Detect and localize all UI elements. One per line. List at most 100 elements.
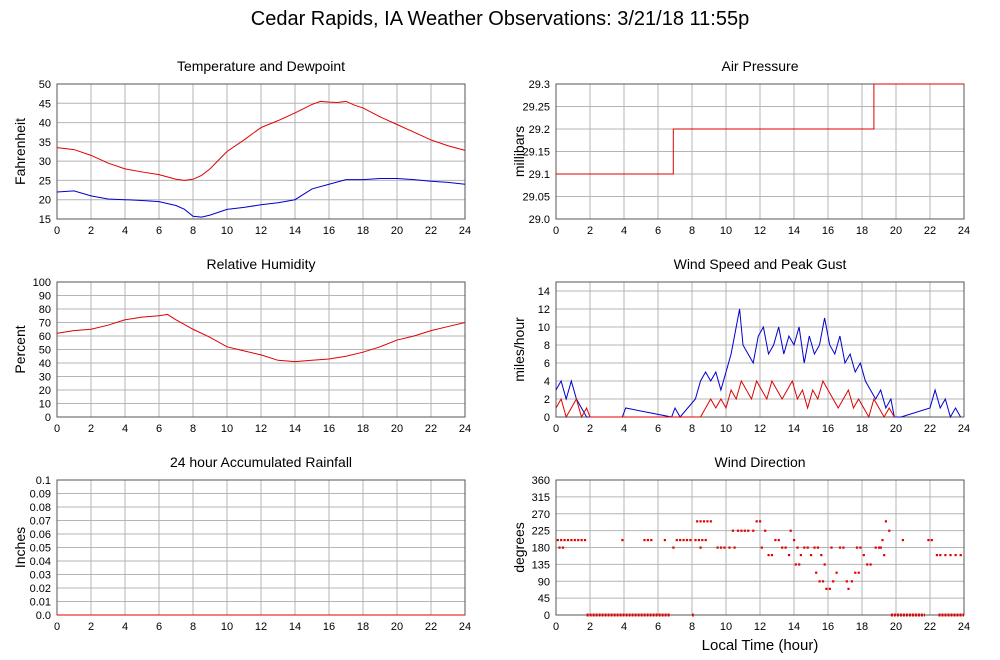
y-tick-label: 15: [39, 214, 51, 226]
x-tick-label: 22: [924, 225, 936, 237]
direction-point: [798, 563, 801, 566]
direction-point: [821, 580, 825, 583]
y-tick-label: 60: [39, 331, 51, 343]
direction-point: [835, 571, 838, 574]
x-tick-label: 6: [655, 225, 661, 237]
direction-point: [760, 546, 763, 549]
direction-point: [702, 520, 706, 523]
x-tick-label: 16: [323, 423, 335, 435]
x-tick-label: 14: [289, 423, 301, 435]
x-tick-label: 12: [255, 423, 267, 435]
x-tick-label: 6: [156, 621, 162, 633]
direction-point: [685, 539, 689, 542]
direction-point: [646, 539, 649, 542]
y-tick-label: 180: [532, 543, 550, 555]
direction-point: [556, 539, 559, 542]
direction-point: [699, 546, 702, 549]
direction-point: [869, 563, 872, 566]
y-tick-label: 10: [538, 322, 550, 334]
direction-point: [747, 529, 750, 532]
direction-point: [815, 571, 818, 574]
direction-point: [954, 554, 957, 557]
direction-point: [701, 539, 704, 542]
y-tick-label: 270: [532, 509, 550, 521]
pressure-title: Air Pressure: [721, 58, 798, 74]
x-tick-label: 0: [54, 423, 60, 435]
direction-point: [879, 546, 882, 549]
x-tick-label: 10: [221, 423, 233, 435]
x-tick-label: 0: [553, 225, 559, 237]
direction-point: [706, 520, 709, 523]
y-tick-label: 40: [39, 358, 51, 370]
y-tick-label: 0.09: [30, 489, 51, 501]
direction-point: [774, 539, 777, 542]
y-tick-label: 20: [39, 195, 51, 207]
x-tick-label: 2: [88, 423, 94, 435]
y-tick-label: 360: [532, 475, 550, 487]
x-tick-label: 16: [323, 225, 335, 237]
x-tick-label: 16: [822, 621, 834, 633]
y-tick-label: 29.15: [522, 147, 550, 159]
x-tick-label: 12: [754, 423, 766, 435]
direction-point: [728, 546, 731, 549]
x-tick-label: 14: [788, 423, 800, 435]
x-tick-label: 24: [958, 225, 970, 237]
x-tick-label: 22: [425, 225, 437, 237]
y-tick-label: 315: [532, 492, 550, 504]
direction-point: [577, 539, 580, 542]
direction-point: [823, 563, 826, 566]
y-tick-label: 45: [538, 593, 550, 605]
direction-point: [850, 580, 853, 583]
direction-point: [859, 546, 862, 549]
direction-point: [793, 539, 796, 542]
x-tick-label: 6: [156, 225, 162, 237]
x-tick-label: 24: [958, 621, 970, 633]
pressure-series-0-line: [556, 83, 964, 175]
y-tick-label: 29.25: [522, 102, 550, 114]
x-tick-label: 20: [890, 225, 902, 237]
direction-point: [723, 546, 726, 549]
direction-point: [927, 539, 930, 542]
direction-point: [561, 546, 564, 549]
y-tick-label: 80: [39, 304, 51, 316]
direction-point: [682, 539, 685, 542]
x-tick-label: 8: [689, 621, 695, 633]
y-tick-label: 29.0: [529, 214, 550, 226]
x-tick-label: 18: [357, 423, 369, 435]
x-tick-label: 2: [587, 621, 593, 633]
x-tick-label: 20: [890, 621, 902, 633]
x-tick-label: 20: [890, 423, 902, 435]
direction-point: [767, 554, 770, 557]
x-tick-label: 6: [156, 423, 162, 435]
x-tick-label: 10: [720, 225, 732, 237]
x-tick-label: 0: [54, 621, 60, 633]
direction-point: [874, 546, 877, 549]
x-tick-label: 8: [190, 225, 196, 237]
direction-point: [716, 546, 719, 549]
y-tick-label: 0.06: [30, 529, 51, 541]
direction-point: [810, 554, 813, 557]
direction-point: [699, 520, 702, 523]
direction-point: [789, 529, 792, 532]
x-tick-label: 12: [255, 621, 267, 633]
temp-frame: [56, 83, 466, 220]
x-tick-label: 8: [689, 423, 695, 435]
direction-point: [845, 580, 848, 583]
x-tick-label: 4: [122, 423, 128, 435]
direction-point: [803, 546, 806, 549]
x-tick-label: 24: [459, 621, 471, 633]
temp-y-axis-label: Fahrenheit: [12, 118, 28, 185]
y-tick-label: 0.02: [30, 583, 51, 595]
direction-point: [709, 520, 712, 523]
direction-point: [878, 546, 881, 549]
x-tick-label: 8: [190, 621, 196, 633]
direction-point: [855, 546, 859, 549]
direction-point: [825, 587, 828, 590]
direction-point: [663, 539, 666, 542]
direction-point: [563, 539, 566, 542]
dir-y-axis-label: degrees: [511, 522, 527, 573]
